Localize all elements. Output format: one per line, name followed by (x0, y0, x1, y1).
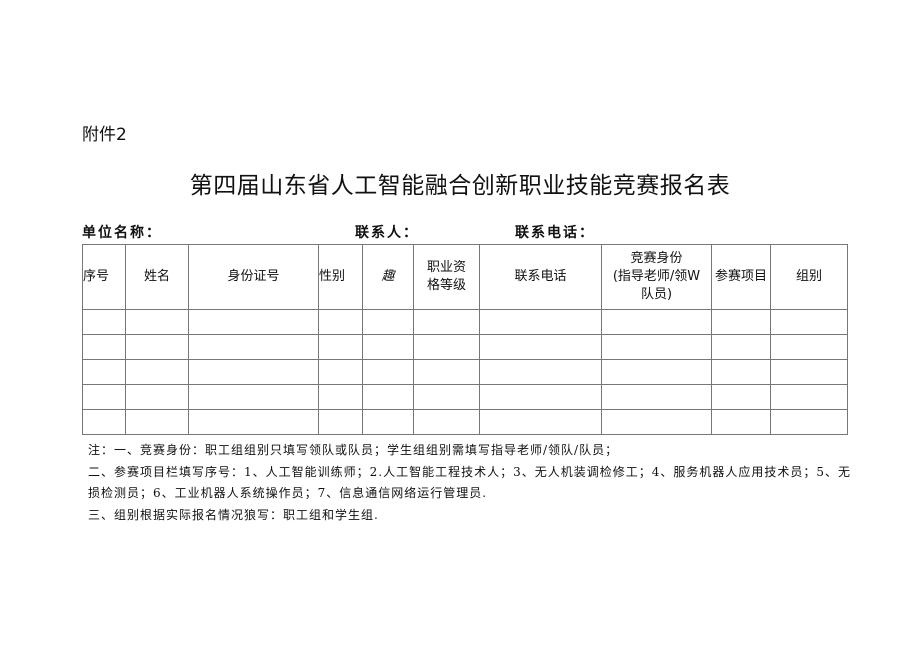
table-cell[interactable] (188, 409, 319, 435)
table-cell[interactable] (125, 359, 189, 385)
table-row (82, 359, 848, 385)
table-cell[interactable] (362, 384, 414, 410)
table-cell[interactable] (188, 334, 319, 360)
header-seq: 序号 (82, 244, 126, 310)
table-cell[interactable] (479, 359, 602, 385)
table-cell[interactable] (82, 309, 126, 335)
table-cell[interactable] (711, 334, 771, 360)
table-cell[interactable] (413, 334, 480, 360)
table-cell[interactable] (318, 309, 363, 335)
header-role: 竞赛身份 (指导老师/领W 队员) (601, 244, 712, 310)
table-cell[interactable] (601, 359, 712, 385)
table-cell[interactable] (413, 359, 480, 385)
table-row (82, 334, 848, 360)
table-cell[interactable] (479, 409, 602, 435)
page-title: 第四届山东省人工智能融合创新职业技能竞赛报名表 (189, 173, 731, 199)
note-line: 二、参赛项目栏填写序号：1、人工智能训练师；2.人工智能工程技术人；3、无人机装… (88, 465, 851, 479)
header-line: (指导老师/领W (612, 269, 701, 284)
table-cell[interactable] (479, 309, 602, 335)
table-cell[interactable] (188, 384, 319, 410)
table-cell[interactable] (125, 384, 189, 410)
contact-phone-label: 联系电话： (515, 225, 595, 241)
table-cell[interactable] (601, 334, 712, 360)
table-cell[interactable] (125, 409, 189, 435)
table-cell[interactable] (770, 359, 848, 385)
table-cell[interactable] (362, 309, 414, 335)
table-cell[interactable] (318, 334, 363, 360)
header-line: 竞赛身份 (630, 251, 683, 266)
table-cell[interactable] (82, 359, 126, 385)
table-cell[interactable] (770, 409, 848, 435)
header-phone: 联系电话 (479, 244, 602, 310)
table-cell[interactable] (362, 334, 414, 360)
header-line: 格等级 (426, 278, 466, 293)
table-cell[interactable] (318, 409, 363, 435)
table-cell[interactable] (601, 309, 712, 335)
table-cell[interactable] (711, 309, 771, 335)
header-line: 队员) (640, 287, 673, 302)
table-cell[interactable] (711, 409, 771, 435)
table-cell[interactable] (125, 309, 189, 335)
table-row (82, 384, 848, 410)
header-id: 身份证号 (188, 244, 319, 310)
header-row: 序号 姓名 身份证号 性别 趣 职业资格等级 联系电话 竞赛身份 (指导老师/领W… (82, 244, 848, 310)
unit-name-label: 单位名称： (82, 225, 162, 241)
table-cell[interactable] (711, 359, 771, 385)
table-cell[interactable] (770, 384, 848, 410)
attachment-label: 附件2 (82, 125, 127, 145)
table-cell[interactable] (82, 334, 126, 360)
note-line: 三、组别根据实际报名情况狼写：职工组和学生组. (88, 508, 379, 522)
table-cell[interactable] (318, 384, 363, 410)
table-cell[interactable] (413, 309, 480, 335)
note-line: 注：一、竞赛身份：职工组组别只填写领队或队员；学生组组别需填写指导老师/领队/队… (88, 443, 619, 457)
table-cell[interactable] (711, 384, 771, 410)
table-cell[interactable] (362, 359, 414, 385)
table-cell[interactable] (413, 384, 480, 410)
table-cell[interactable] (188, 309, 319, 335)
note-line: 损检测员；6、工业机器人系统操作员；7、信息通信网络运行管理员. (88, 486, 488, 500)
table-cell[interactable] (479, 384, 602, 410)
table-row (82, 409, 848, 435)
table-cell[interactable] (770, 309, 848, 335)
table-cell[interactable] (601, 409, 712, 435)
table-row (82, 309, 848, 335)
header-name: 姓名 (125, 244, 189, 310)
table-cell[interactable] (82, 384, 126, 410)
header-gender: 性别 (318, 244, 363, 310)
table-cell[interactable] (770, 334, 848, 360)
table-cell[interactable] (601, 384, 712, 410)
table-cell[interactable] (413, 409, 480, 435)
header-event: 参赛项目 (711, 244, 771, 310)
header-misc: 趣 (362, 244, 414, 310)
registration-table: 序号 姓名 身份证号 性别 趣 职业资格等级 联系电话 竞赛身份 (指导老师/领W… (82, 244, 848, 435)
contact-person-label: 联系人： (355, 225, 419, 241)
header-group: 组别 (770, 244, 848, 310)
table-cell[interactable] (318, 359, 363, 385)
table-cell[interactable] (362, 409, 414, 435)
table-cell[interactable] (188, 359, 319, 385)
header-qualification: 职业资 格等级 (413, 244, 480, 310)
table-cell[interactable] (82, 409, 126, 435)
header-line: 职业资 (426, 260, 466, 275)
table-cell[interactable] (479, 334, 602, 360)
table-cell[interactable] (125, 334, 189, 360)
